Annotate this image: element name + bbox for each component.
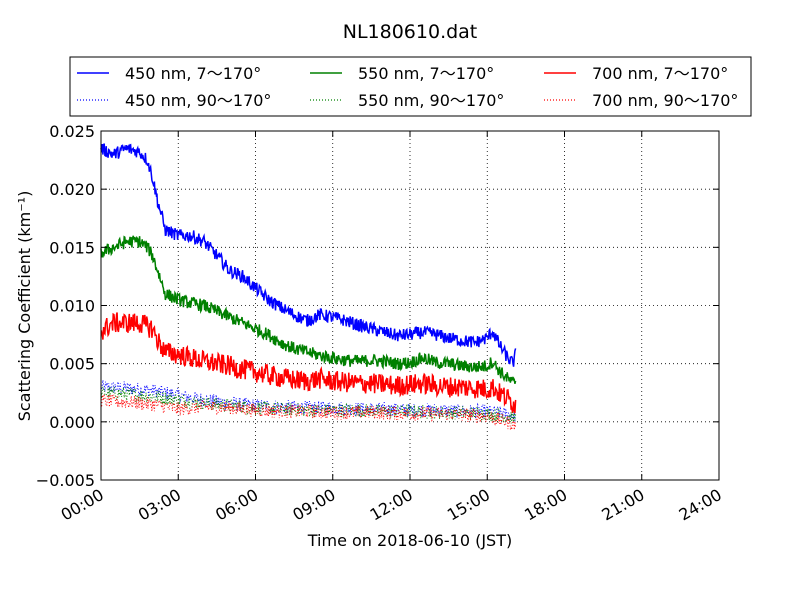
- series-line-0: [100, 143, 517, 367]
- chart-title: NL180610.dat: [343, 21, 478, 43]
- series-line-1: [100, 235, 517, 384]
- y-axis-label: Scattering Coefficient (km⁻¹): [15, 191, 34, 422]
- x-tick-label: 12:00: [367, 485, 416, 525]
- series-line-3: [100, 380, 517, 422]
- legend-label-4: 550 nm, 90～170°: [358, 91, 504, 110]
- legend: 450 nm, 7～170° 450 nm, 90～170° 550 nm, 7～1…: [69, 56, 752, 117]
- legend-label-2: 700 nm, 7～170°: [592, 64, 728, 83]
- y-tick-label: 0.015: [49, 238, 95, 257]
- series-layer: [100, 143, 517, 430]
- y-tick-label: 0.005: [49, 355, 95, 374]
- y-tick-label: 0.025: [49, 122, 95, 141]
- y-tick-label: 0.020: [49, 180, 95, 199]
- legend-label-3: 450 nm, 90～170°: [125, 91, 271, 110]
- x-axis-label: Time on 2018-06-10 (JST): [307, 531, 512, 550]
- x-tick-label: 03:00: [135, 485, 184, 525]
- legend-label-5: 700 nm, 90～170°: [592, 91, 738, 110]
- y-tick-label: 0.010: [49, 297, 95, 316]
- legend-label-0: 450 nm, 7～170°: [125, 64, 261, 83]
- x-tick-label: 24:00: [676, 485, 725, 525]
- x-tick-label: 09:00: [289, 485, 338, 525]
- legend-label-1: 550 nm, 7～170°: [358, 64, 494, 83]
- x-tick-label: 06:00: [212, 485, 261, 525]
- y-tick-label: 0.000: [49, 413, 95, 432]
- x-tick-label: 15:00: [444, 485, 493, 525]
- series-line-5: [100, 393, 517, 430]
- y-tick-label: −0.005: [36, 471, 95, 490]
- x-tick-label: 21:00: [598, 485, 647, 525]
- x-tick-label: 00:00: [58, 485, 107, 525]
- series-line-2: [100, 312, 517, 414]
- legend-box: [69, 56, 752, 117]
- x-tick-label: 18:00: [521, 485, 570, 525]
